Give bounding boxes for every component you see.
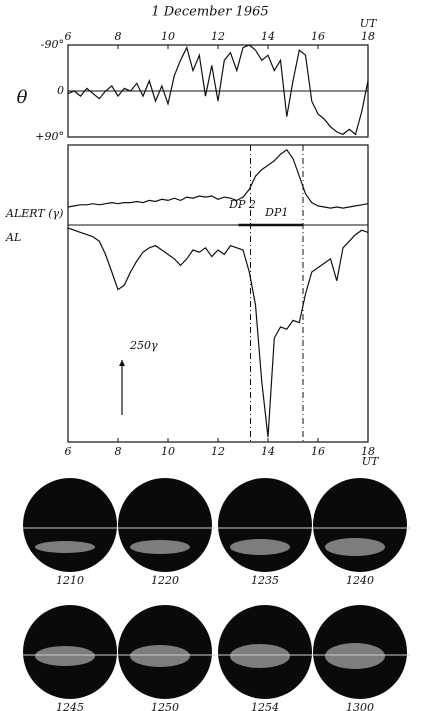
image-label: 1250 (151, 701, 179, 711)
figure-title: 1 December 1965 (151, 5, 268, 20)
plot-frame (68, 145, 368, 442)
aurora-band (325, 643, 385, 669)
figure: 1 December 1965 θ UT UT 1210122012351240… (0, 0, 421, 711)
image-label: 1235 (251, 574, 279, 587)
line (68, 45, 368, 134)
y-tick-label: +90° (35, 130, 64, 143)
x-tick-label: 14 (261, 445, 275, 458)
aurora-band (230, 644, 290, 668)
y-tick-label: 0 (57, 84, 64, 97)
allsky-disc (23, 478, 117, 572)
series-label: ALERT (γ) (5, 207, 63, 220)
aurora-band (325, 538, 385, 556)
x-tick-label: 10 (161, 445, 175, 458)
x-tick-label: 18 (361, 30, 375, 43)
annotation: DP 2 (228, 198, 256, 211)
y-label: θ (17, 87, 28, 108)
x-tick-label: 18 (361, 445, 375, 458)
x-tick-label: 10 (161, 30, 175, 43)
annotation: DP1 (264, 206, 288, 219)
x-tick-label: 12 (211, 30, 225, 43)
x-tick-label: 14 (261, 30, 275, 43)
allsky-disc (218, 478, 312, 572)
scale-label: 250γ (129, 339, 158, 352)
x-tick-label: 8 (115, 445, 122, 458)
aurora-band (230, 539, 290, 555)
image-label: 1300 (346, 701, 374, 711)
aurora-band (35, 541, 95, 553)
aurora-band (130, 645, 190, 667)
allsky-disc (118, 478, 212, 572)
allsky-images: 1210 1220 1235 1240 1245 1250 1254 1300 (23, 478, 410, 711)
x-tick-label: 6 (65, 30, 72, 43)
image-label: 1245 (56, 701, 84, 711)
aurora-band (35, 646, 95, 666)
aurora-band (130, 540, 190, 554)
x-tick-label: 12 (211, 445, 225, 458)
allsky-disc (313, 478, 407, 572)
image-label: 1240 (346, 574, 374, 587)
series-label: AL (5, 231, 21, 244)
image-label: 1220 (151, 574, 179, 587)
image-label: 1210 (56, 574, 84, 587)
x-tick-label: 16 (311, 30, 325, 43)
x-tick-label: 8 (115, 30, 122, 43)
y-tick-label: -90° (41, 38, 64, 51)
scale-arrowhead (119, 360, 125, 366)
x-label: UT (360, 17, 378, 30)
line (68, 150, 368, 208)
image-label: 1254 (251, 701, 279, 711)
line (68, 228, 368, 437)
x-tick-label: 16 (311, 445, 325, 458)
x-tick-label: 6 (65, 445, 72, 458)
